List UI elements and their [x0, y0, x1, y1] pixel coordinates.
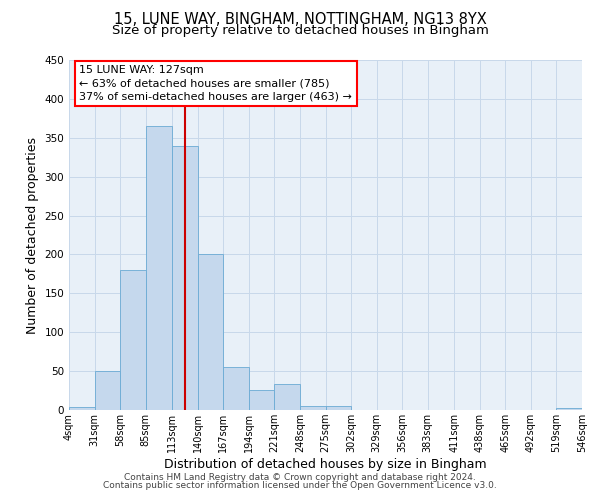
- Bar: [120, 270, 146, 410]
- Bar: [325, 406, 351, 410]
- X-axis label: Distribution of detached houses by size in Bingham: Distribution of detached houses by size …: [164, 458, 487, 471]
- Text: Size of property relative to detached houses in Bingham: Size of property relative to detached ho…: [112, 24, 488, 37]
- Bar: [69, 407, 95, 410]
- Bar: [198, 254, 223, 410]
- Text: 15 LUNE WAY: 127sqm
← 63% of detached houses are smaller (785)
37% of semi-detac: 15 LUNE WAY: 127sqm ← 63% of detached ho…: [79, 66, 352, 102]
- Text: 15, LUNE WAY, BINGHAM, NOTTINGHAM, NG13 8YX: 15, LUNE WAY, BINGHAM, NOTTINGHAM, NG13 …: [113, 12, 487, 28]
- Bar: [146, 126, 172, 410]
- Bar: [172, 146, 198, 410]
- Bar: [95, 371, 120, 410]
- Text: Contains HM Land Registry data © Crown copyright and database right 2024.: Contains HM Land Registry data © Crown c…: [124, 472, 476, 482]
- Bar: [300, 406, 325, 410]
- Bar: [249, 390, 274, 410]
- Bar: [223, 367, 249, 410]
- Bar: [274, 384, 300, 410]
- Y-axis label: Number of detached properties: Number of detached properties: [26, 136, 39, 334]
- Text: Contains public sector information licensed under the Open Government Licence v3: Contains public sector information licen…: [103, 482, 497, 490]
- Bar: [556, 408, 582, 410]
